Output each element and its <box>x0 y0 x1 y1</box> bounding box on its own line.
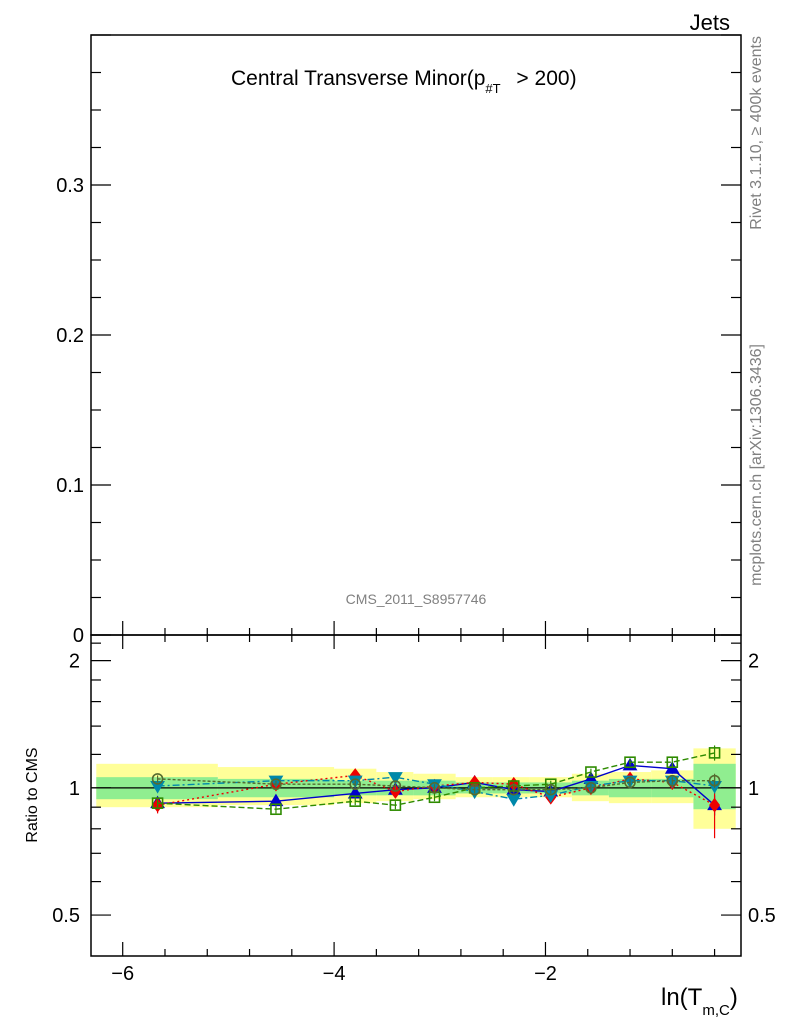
series-line-2 <box>157 752 715 810</box>
series-4-point-3 <box>389 780 402 792</box>
frames <box>90 34 742 957</box>
main-y-tick-label-3: 0.3 <box>56 175 84 197</box>
x-tick-label-0: −6 <box>111 963 134 985</box>
ratio-y-tick-label-right-2: 2 <box>748 651 759 673</box>
x-axis-label-tail: ) <box>730 984 738 1011</box>
x-tick-label-2: −2 <box>534 963 557 985</box>
series-2-point-2 <box>349 795 362 807</box>
main-panel-frame <box>90 34 742 636</box>
x-tick-label-1: −4 <box>323 963 346 985</box>
series-4-point-5 <box>468 783 481 796</box>
series-line-3 <box>157 776 715 800</box>
series-2-point-8 <box>585 766 597 778</box>
series-line-1 <box>157 774 715 806</box>
main-y-tick-label-2: 0.2 <box>56 325 84 347</box>
series-4-point-9 <box>624 776 636 789</box>
series-2-point-9 <box>624 756 636 769</box>
ratio-series <box>150 745 722 839</box>
series-4-point-1 <box>270 778 282 791</box>
series-2-point-11 <box>708 747 721 759</box>
x-axis-label: ln(Tm,C) <box>661 984 738 1019</box>
series-4-point-8 <box>585 782 597 794</box>
series-4-point-11 <box>708 774 721 787</box>
side-label-top: Rivet 3.1.10, ≥ 400k events <box>748 36 765 230</box>
series-line-0 <box>157 764 716 806</box>
series-2-point-1 <box>270 803 282 816</box>
header-label: Jets <box>690 10 730 35</box>
series-4-point-0 <box>151 773 164 785</box>
chart-title: Central Transverse Minor(p#T > 200) <box>231 67 577 96</box>
main-y-tick-label-0: 0 <box>73 625 84 647</box>
series-3-point-6 <box>506 794 522 807</box>
ratio-y-tick-label-right-0: 0.5 <box>748 905 776 927</box>
chart-title-main: Central Transverse Minor(p <box>231 67 485 90</box>
x-axis-label-main: ln(T <box>661 984 703 1011</box>
series-2-point-0 <box>151 797 164 809</box>
series-4-point-7 <box>544 783 557 796</box>
ratio-y-label: Ratio to CMS <box>24 747 41 842</box>
labels: −6 −4 −2 0 0.1 0.2 0.3 0.5 0.5 1 1 2 2 <box>52 175 776 985</box>
ratio-y-tick-label-1: 1 <box>69 778 80 800</box>
ratio-y-tick-label-2: 2 <box>69 651 80 673</box>
series-1-point-11 <box>709 797 721 813</box>
ratio-y-tick-label-0: 0.5 <box>52 905 80 927</box>
series-4-point-4 <box>428 782 441 794</box>
series-2-point-3 <box>389 799 402 811</box>
ratio-series-2 <box>151 745 721 816</box>
series-2-point-10 <box>666 756 679 769</box>
x-axis-label-sub: m,C <box>702 1002 730 1019</box>
ratio-y-tick-label-right-1: 1 <box>748 778 759 800</box>
series-4-point-2 <box>349 778 362 791</box>
series-line-4 <box>157 778 715 791</box>
side-label-bottom: mcplots.cern.ch [arXiv:1306.3436] <box>748 344 765 586</box>
chart-title-sub: #T <box>485 81 500 96</box>
watermark: CMS_2011_S8957746 <box>346 591 487 607</box>
series-4-point-10 <box>666 774 679 787</box>
series-4-point-6 <box>507 783 520 796</box>
ratio-panel-frame <box>90 634 742 957</box>
ticks <box>91 34 741 956</box>
chart-title-tail: > 200) <box>511 67 577 90</box>
main-y-tick-label-1: 0.1 <box>56 475 84 497</box>
ratio-series-4 <box>151 773 721 796</box>
series-3-point-3 <box>387 772 403 785</box>
